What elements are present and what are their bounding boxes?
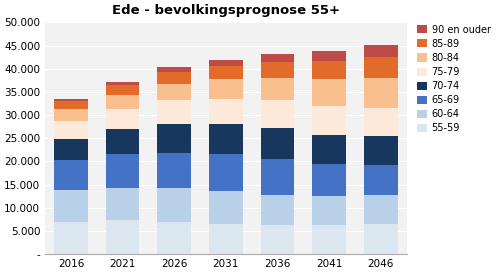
Title: Ede - bevolkingsprognose 55+: Ede - bevolkingsprognose 55+: [112, 4, 340, 17]
Bar: [313, 164, 346, 196]
Bar: [158, 84, 191, 100]
Bar: [261, 195, 294, 225]
Bar: [209, 60, 243, 66]
Bar: [106, 129, 139, 155]
Bar: [106, 82, 139, 85]
Bar: [209, 79, 243, 99]
Bar: [313, 196, 346, 225]
Bar: [209, 66, 243, 79]
Bar: [106, 220, 139, 254]
Bar: [158, 100, 191, 124]
Bar: [54, 139, 88, 160]
Bar: [364, 136, 398, 165]
Bar: [364, 108, 398, 136]
Bar: [54, 160, 88, 190]
Bar: [364, 195, 398, 224]
Bar: [364, 45, 398, 57]
Bar: [261, 78, 294, 100]
Bar: [313, 106, 346, 135]
Bar: [209, 224, 243, 254]
Bar: [209, 99, 243, 124]
Bar: [106, 155, 139, 188]
Bar: [158, 188, 191, 222]
Bar: [313, 61, 346, 79]
Bar: [261, 54, 294, 62]
Bar: [54, 101, 88, 109]
Bar: [106, 95, 139, 109]
Bar: [106, 188, 139, 220]
Bar: [54, 190, 88, 222]
Bar: [261, 100, 294, 127]
Bar: [54, 222, 88, 254]
Bar: [209, 191, 243, 224]
Bar: [54, 121, 88, 139]
Bar: [158, 124, 191, 153]
Bar: [364, 165, 398, 195]
Bar: [158, 72, 191, 84]
Bar: [158, 67, 191, 72]
Bar: [261, 62, 294, 78]
Bar: [364, 57, 398, 78]
Bar: [313, 79, 346, 106]
Bar: [54, 99, 88, 101]
Bar: [106, 109, 139, 129]
Bar: [313, 135, 346, 164]
Bar: [261, 159, 294, 195]
Bar: [54, 109, 88, 121]
Bar: [106, 85, 139, 95]
Bar: [158, 222, 191, 254]
Bar: [158, 153, 191, 188]
Bar: [261, 225, 294, 254]
Bar: [209, 124, 243, 155]
Bar: [364, 224, 398, 254]
Bar: [313, 51, 346, 61]
Bar: [313, 225, 346, 254]
Legend: 90 en ouder, 85-89, 80-84, 75-79, 70-74, 65-69, 60-64, 55-59: 90 en ouder, 85-89, 80-84, 75-79, 70-74,…: [415, 23, 493, 135]
Bar: [364, 78, 398, 108]
Bar: [209, 155, 243, 191]
Bar: [261, 127, 294, 159]
